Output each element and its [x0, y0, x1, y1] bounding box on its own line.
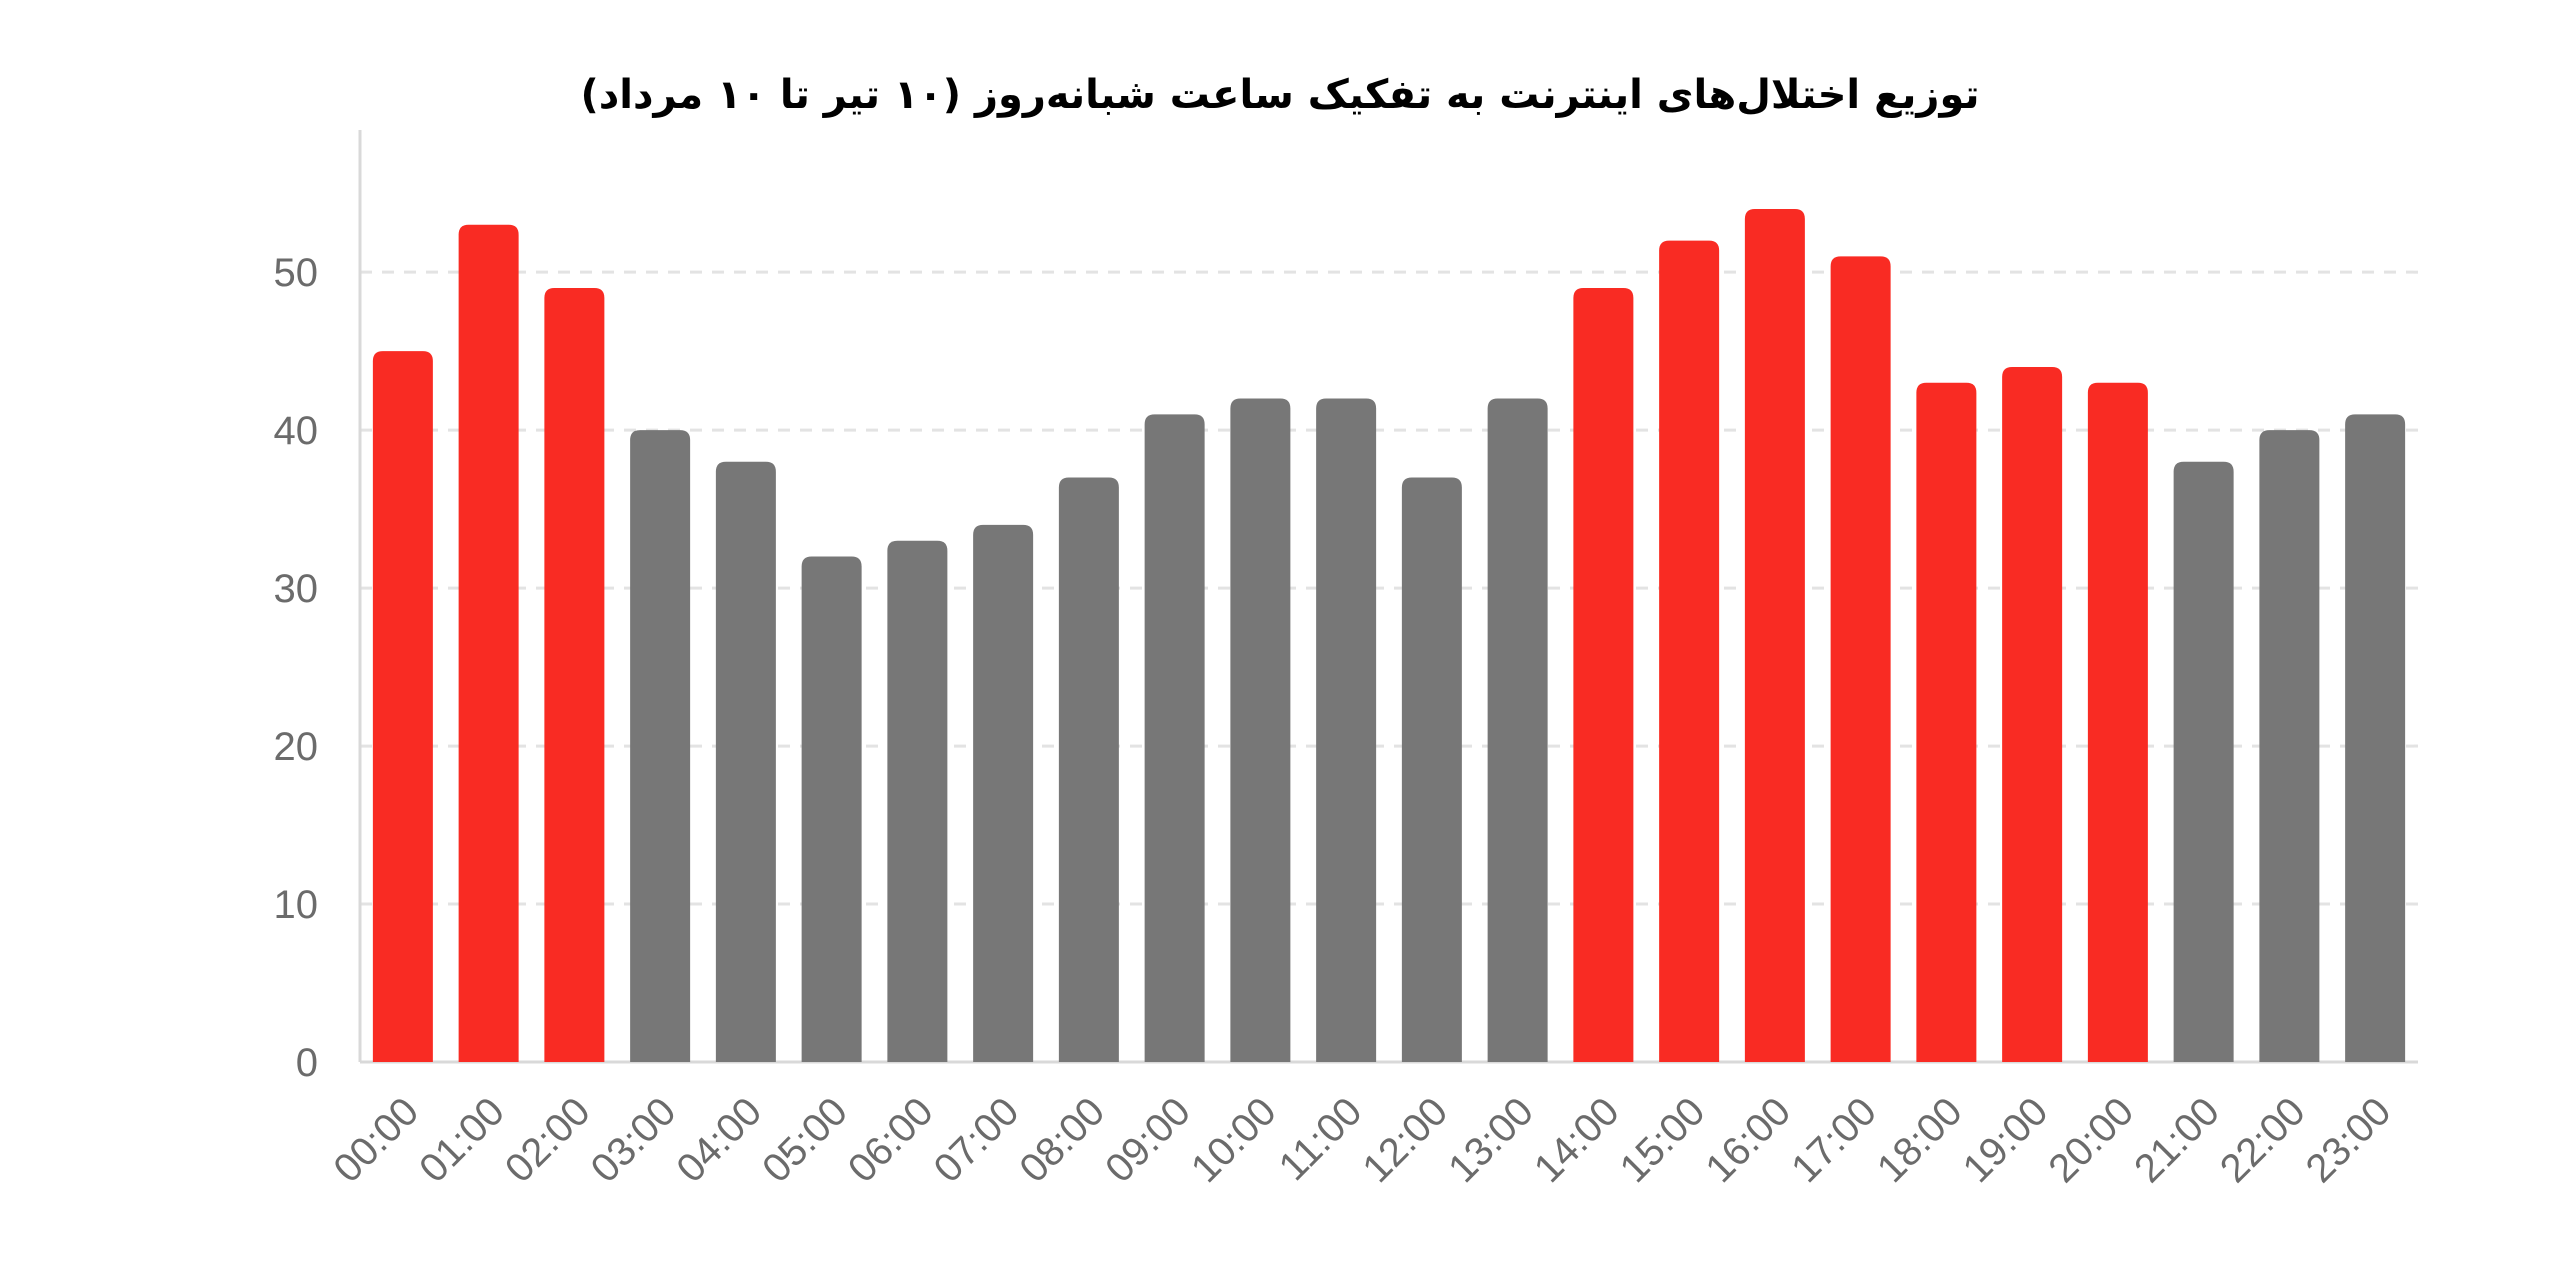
bar-03:00 — [630, 430, 691, 1062]
bar-01:00 — [458, 224, 519, 1062]
x-tick-label: 19:00 — [1955, 1089, 2057, 1191]
bar-14:00 — [1573, 287, 1634, 1063]
chart-title: توزیع اختلال‌های اینترنت به تفکیک ساعت ش… — [580, 72, 1980, 118]
y-tick-label: 30 — [274, 567, 319, 611]
x-tick-label: 02:00 — [497, 1089, 599, 1191]
bar-11:00 — [1316, 398, 1377, 1062]
x-tick-label: 06:00 — [840, 1089, 942, 1191]
bar-00:00 — [372, 351, 433, 1062]
x-tick-label: 11:00 — [1271, 1089, 1371, 1189]
x-tick-label: 00:00 — [325, 1089, 427, 1191]
bar-17:00 — [1830, 256, 1891, 1062]
x-tick-label: 05:00 — [754, 1089, 856, 1191]
x-tick-label: 08:00 — [1011, 1089, 1113, 1191]
bar-23:00 — [2345, 414, 2406, 1062]
bar-06:00 — [887, 540, 948, 1062]
x-tick-label: 04:00 — [668, 1089, 770, 1191]
y-tick-label: 40 — [274, 409, 319, 453]
y-tick-label: 20 — [274, 725, 319, 769]
x-tick-label: 01:00 — [411, 1089, 513, 1191]
x-tick-label: 18:00 — [1869, 1089, 1971, 1191]
bar-09:00 — [1144, 414, 1205, 1062]
y-tick-label: 10 — [274, 883, 319, 927]
bar-05:00 — [801, 556, 862, 1062]
bar-10:00 — [1230, 398, 1291, 1062]
x-tick-label: 13:00 — [1440, 1089, 1542, 1191]
x-tick-label: 09:00 — [1097, 1089, 1199, 1191]
bar-13:00 — [1487, 398, 1548, 1062]
bar-07:00 — [973, 524, 1034, 1062]
x-tick-label: 10:00 — [1183, 1089, 1285, 1191]
bar-21:00 — [2173, 461, 2234, 1062]
x-tick-label: 15:00 — [1612, 1089, 1714, 1191]
bar-08:00 — [1058, 477, 1119, 1063]
x-tick-label: 23:00 — [2298, 1089, 2400, 1191]
bar-02:00 — [544, 287, 605, 1063]
x-tick-label: 22:00 — [2212, 1089, 2314, 1191]
x-tick-label: 14:00 — [1526, 1089, 1628, 1191]
y-tick-label: 0 — [296, 1041, 318, 1085]
x-tick-label: 20:00 — [2040, 1089, 2142, 1191]
bar-20:00 — [2087, 382, 2148, 1063]
x-tick-label: 16:00 — [1697, 1089, 1799, 1191]
bar-15:00 — [1659, 240, 1720, 1062]
x-tick-label: 17:00 — [1783, 1089, 1885, 1191]
bar-18:00 — [1916, 382, 1977, 1063]
bar-22:00 — [2259, 430, 2320, 1062]
x-tick-label: 03:00 — [583, 1089, 685, 1191]
x-tick-label: 12:00 — [1354, 1089, 1456, 1191]
bar-04:00 — [715, 461, 776, 1062]
bar-19:00 — [2002, 366, 2063, 1062]
x-tick-label: 07:00 — [926, 1089, 1028, 1191]
bar-12:00 — [1401, 477, 1462, 1063]
bar-16:00 — [1744, 208, 1805, 1063]
y-tick-label: 50 — [274, 251, 319, 295]
x-tick-label: 21:00 — [2126, 1089, 2228, 1191]
